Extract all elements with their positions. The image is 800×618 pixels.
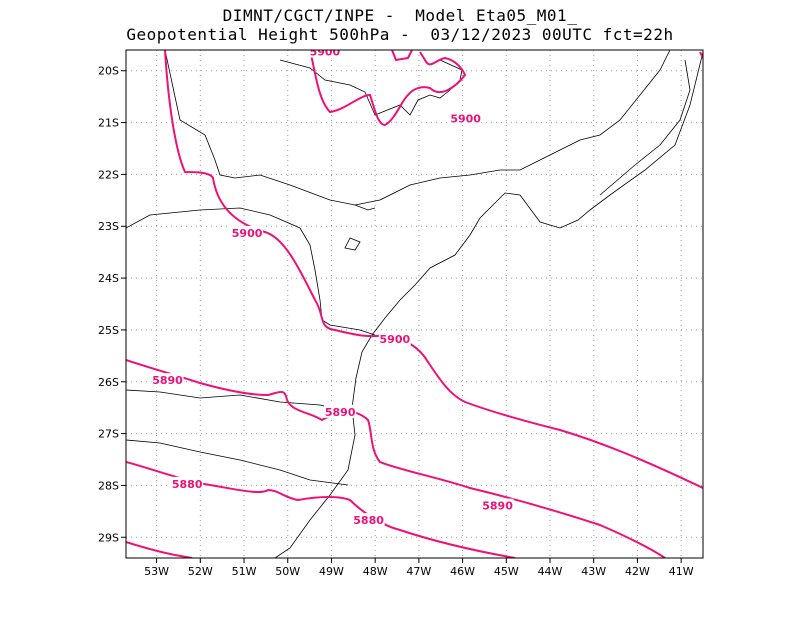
lon-tick-label: 42W: [625, 565, 650, 578]
contour-label-bg: [481, 498, 514, 512]
lon-tick-label: 50W: [275, 565, 300, 578]
contour-5880: [126, 461, 516, 558]
coastline: [274, 51, 703, 558]
contour-label-bg: [151, 373, 184, 387]
contour-labels: 5900 5900 5900 5900 5890 5890 5890 5880 5880: [151, 46, 514, 527]
contour-5900: [391, 50, 413, 62]
contour-5900: [164, 50, 703, 489]
lat-tick-label: 29S: [98, 531, 119, 544]
contour-label-bg: [378, 332, 411, 346]
lon-tick-label: 43W: [581, 565, 606, 578]
map-frame: [125, 49, 704, 559]
lon-tick-label: 51W: [232, 565, 257, 578]
contour-label-bg: [324, 404, 357, 418]
lon-tick-label: 45W: [494, 565, 519, 578]
lon-tick-label: 53W: [144, 565, 169, 578]
map-title-line2: Geopotential Height 500hPa - 03/12/2023 …: [126, 25, 674, 44]
contour-label-bg: [171, 476, 204, 490]
lat-tick-label: 22S: [98, 168, 119, 181]
lon-tick-label: 49W: [319, 565, 344, 578]
lat-tick-label: 23S: [98, 220, 119, 233]
latitude-axis: 20S 21S 22S 23S 24S 25S 26S 27S 28S 29S: [98, 65, 126, 544]
lat-tick-label: 27S: [98, 428, 119, 441]
contour-label: 5880: [172, 478, 203, 491]
height-contours: [126, 50, 703, 558]
lon-tick-label: 48W: [363, 565, 388, 578]
contour-5890: [126, 359, 666, 558]
lat-tick-label: 28S: [98, 479, 119, 492]
lat-tick-label: 21S: [98, 117, 119, 130]
state-border: [126, 439, 349, 486]
contour-label: 5900: [450, 112, 481, 125]
contour-label-bg: [352, 513, 385, 527]
lat-tick-label: 25S: [98, 324, 119, 337]
lon-tick-label: 46W: [450, 565, 475, 578]
lat-tick-label: 26S: [98, 376, 119, 389]
state-border: [126, 207, 323, 321]
lon-tick-label: 44W: [538, 565, 563, 578]
map-title-line1: DIMNT/CGCT/INPE - Model Eta05_M01_: [222, 6, 578, 25]
state-border: [126, 389, 351, 413]
river: [321, 319, 376, 336]
contour-5880: [126, 541, 193, 558]
contour-label: 5900: [232, 227, 263, 240]
lat-tick-label: 20S: [98, 65, 119, 78]
lat-tick-label: 24S: [98, 272, 119, 285]
state-border: [599, 59, 691, 196]
reservoir: [354, 204, 376, 211]
graticule-grid: [126, 50, 703, 558]
lon-tick-label: 41W: [669, 565, 694, 578]
state-border: [164, 50, 671, 206]
contour-label-bg: [231, 225, 264, 239]
contour-label: 5900: [380, 333, 411, 346]
contour-label-bg: [449, 111, 482, 125]
longitude-axis: 53W 52W 51W 50W 49W 48W 47W 46W 45W 44W 43W 42W 41W: [144, 558, 694, 578]
contour-label: 5900: [310, 46, 341, 59]
contour-label: 5880: [353, 514, 384, 527]
contour-label: 5890: [325, 406, 356, 419]
lon-tick-label: 47W: [406, 565, 431, 578]
coastline-and-borders: [126, 50, 703, 558]
contour-5900: [309, 50, 467, 127]
lagoon: [344, 237, 361, 251]
contour-label: 5890: [482, 500, 513, 513]
state-border: [279, 59, 463, 116]
contour-label: 5890: [152, 374, 183, 387]
lon-tick-label: 52W: [188, 565, 213, 578]
contour-label-bg: [308, 50, 341, 58]
